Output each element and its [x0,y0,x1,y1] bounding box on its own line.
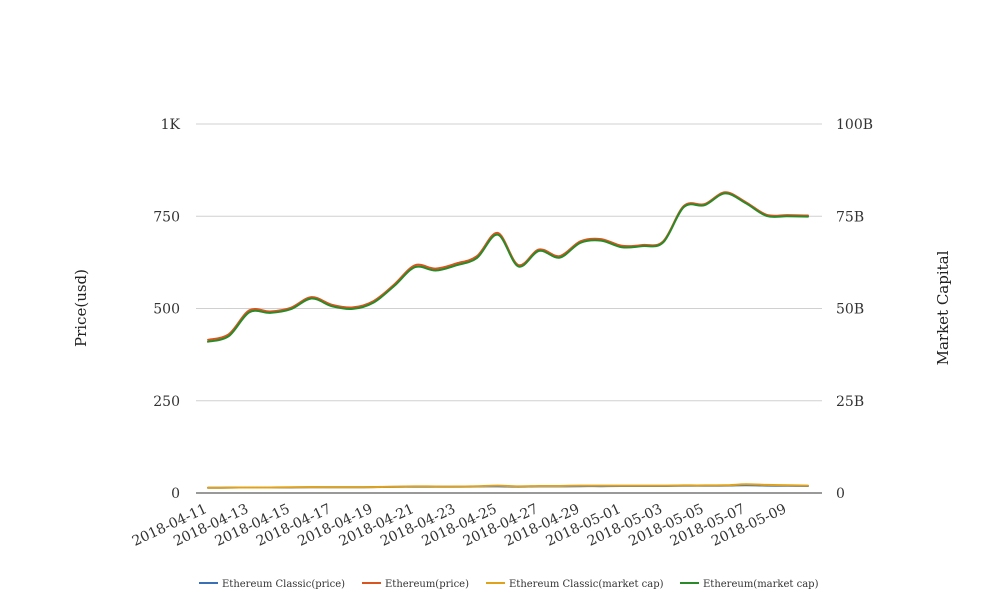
x-axis-ticks: 2018-04-112018-04-132018-04-152018-04-17… [130,501,789,550]
legend-label: Ethereum(market cap) [703,579,819,590]
y2-tick-label: 50B [836,302,864,318]
y-tick-label: 250 [153,394,180,410]
y2-tick-label: 75B [836,209,864,225]
legend-label: Ethereum Classic(market cap) [509,579,664,590]
gridlines [196,123,822,494]
legend-item-ethereum-price[interactable]: Ethereum(price) [362,579,469,590]
y-tick-label: 0 [171,486,180,502]
legend-item-ethereum-classic-market-cap[interactable]: Ethereum Classic(market cap) [486,579,664,590]
y-tick-label: 750 [153,209,180,225]
series-line-ethereum-market-cap [207,192,809,343]
y2-axis-ticks: 0 25B 50B 75B 100B [836,117,873,502]
series-line-ethereum-classic-market-cap [207,483,809,489]
legend-item-ethereum-market-cap[interactable]: Ethereum(market cap) [680,579,819,590]
y2-tick-label: 25B [836,394,864,410]
legend-label: Ethereum(price) [385,579,469,590]
y-axis-title: Price(usd) [72,269,90,347]
legend: Ethereum Classic(price) Ethereum(price) Et… [199,579,819,590]
legend-item-ethereum-classic-price[interactable]: Ethereum Classic(price) [199,579,345,590]
y2-tick-label: 100B [836,117,873,133]
y2-axis-title: Market Capital [934,250,952,365]
y-tick-label: 1K [161,117,181,133]
legend-label: Ethereum Classic(price) [222,579,345,590]
y-axis-ticks: 0 250 500 750 1K [153,117,180,502]
series-lines [207,191,809,489]
series-line-ethereum-price [207,191,809,341]
y2-tick-label: 0 [836,486,845,502]
y-tick-label: 500 [153,302,180,318]
